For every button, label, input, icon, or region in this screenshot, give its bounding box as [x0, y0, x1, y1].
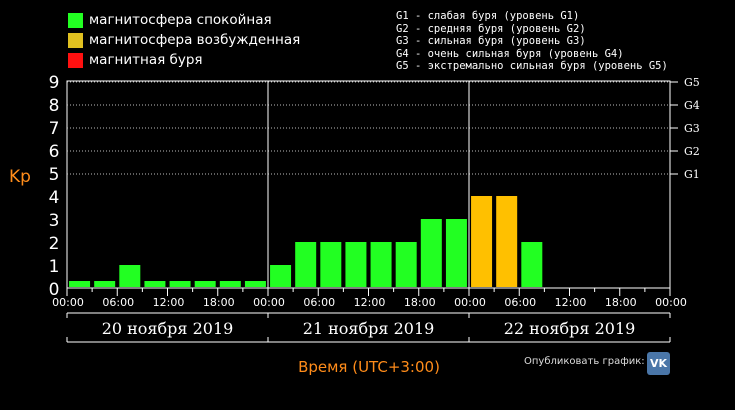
legend-item-excited: магнитосфера возбужденная — [68, 30, 300, 50]
g-tick-label-G5: G5 — [684, 76, 700, 89]
x-tick-label-9: 06:00 — [504, 296, 536, 309]
y-tick-label-2: 2 — [49, 234, 60, 254]
bar-12 — [370, 242, 392, 287]
bar-7 — [244, 281, 266, 287]
y-tick-label-6: 6 — [49, 142, 60, 162]
x-tick-label-7: 18:00 — [404, 296, 436, 309]
g-tick-label-G1: G1 — [684, 168, 700, 181]
bar-0 — [69, 281, 91, 287]
x-tick-label-12: 00:00 — [655, 296, 687, 309]
storm-level-g3: G3 - сильная буря (уровень G3) — [396, 35, 586, 48]
x-axis-title: Время (UTC+3:00) — [298, 358, 440, 376]
x-tick-label-6: 12:00 — [354, 296, 386, 309]
y-tick-label-9: 9 — [49, 73, 60, 93]
legend-label-storm: магнитная буря — [89, 52, 203, 68]
legend-item-storm: магнитная буря — [68, 50, 300, 70]
bar-14 — [420, 219, 442, 287]
legend-swatch-storm — [68, 52, 83, 68]
g-tick-label-G3: G3 — [684, 122, 700, 135]
x-tick-label-1: 06:00 — [102, 296, 134, 309]
x-tick-label-2: 12:00 — [153, 296, 185, 309]
legend-label-excited: магнитосфера возбужденная — [89, 32, 301, 48]
storm-level-g1: G1 - слабая буря (уровень G1) — [396, 10, 580, 22]
bar-3 — [144, 281, 166, 287]
bar-9 — [295, 242, 317, 287]
x-tick-label-8: 00:00 — [454, 296, 486, 309]
legend-swatch-quiet — [68, 12, 83, 28]
x-tick-label-3: 18:00 — [203, 296, 235, 309]
y-tick-label-7: 7 — [49, 119, 60, 139]
storm-level-g2: G2 - средняя буря (уровень G2) — [396, 22, 586, 35]
bar-10 — [320, 242, 342, 287]
bar-6 — [219, 281, 241, 287]
bar-18 — [521, 242, 543, 287]
legend-label-quiet: магнитосфера спокойная — [89, 12, 272, 28]
x-tick-label-11: 18:00 — [605, 296, 637, 309]
y-axis-title: Kp — [9, 167, 31, 187]
y-tick-label-4: 4 — [49, 188, 60, 208]
bar-5 — [194, 281, 216, 287]
day-label-1: 21 ноября 2019 — [303, 319, 435, 338]
x-tick-label-10: 12:00 — [555, 296, 587, 309]
day-label-0: 20 ноября 2019 — [102, 319, 234, 338]
bar-8 — [270, 265, 292, 287]
plot-area — [66, 80, 671, 289]
g-tick-label-G4: G4 — [684, 99, 700, 112]
x-tick-label-5: 06:00 — [303, 296, 335, 309]
y-tick-label-8: 8 — [49, 96, 60, 116]
bar-1 — [94, 281, 116, 287]
y-tick-label-0: 0 — [49, 280, 60, 300]
x-tick-label-4: 00:00 — [253, 296, 285, 309]
bar-17 — [496, 196, 518, 287]
legend-item-quiet: магнитосфера спокойная — [68, 10, 300, 30]
y-tick-label-1: 1 — [49, 257, 60, 277]
x-tick-label-0: 00:00 — [52, 296, 84, 309]
storm-level-g4: G4 - очень сильная буря (уровень G4) — [396, 47, 624, 60]
bar-13 — [395, 242, 417, 287]
bar-15 — [445, 219, 467, 287]
g-tick-label-G2: G2 — [684, 145, 700, 158]
storm-levels-legend: G1 - слабая буря (уровень G1) G2 - средн… — [396, 10, 668, 73]
legend-swatch-excited — [68, 32, 83, 48]
bar-4 — [169, 281, 191, 287]
bar-2 — [119, 265, 141, 287]
storm-level-g5: G5 - экстремально сильная буря (уровень … — [396, 60, 668, 73]
legend: магнитосфера спокойная магнитосфера возб… — [68, 10, 300, 70]
y-tick-label-3: 3 — [49, 211, 60, 231]
day-label-2: 22 ноября 2019 — [504, 319, 636, 338]
vk-icon[interactable]: VK — [647, 352, 670, 375]
y-tick-label-5: 5 — [49, 165, 60, 185]
publish-label: Опубликовать график: — [524, 356, 645, 367]
bar-11 — [345, 242, 367, 287]
bar-16 — [471, 196, 493, 287]
